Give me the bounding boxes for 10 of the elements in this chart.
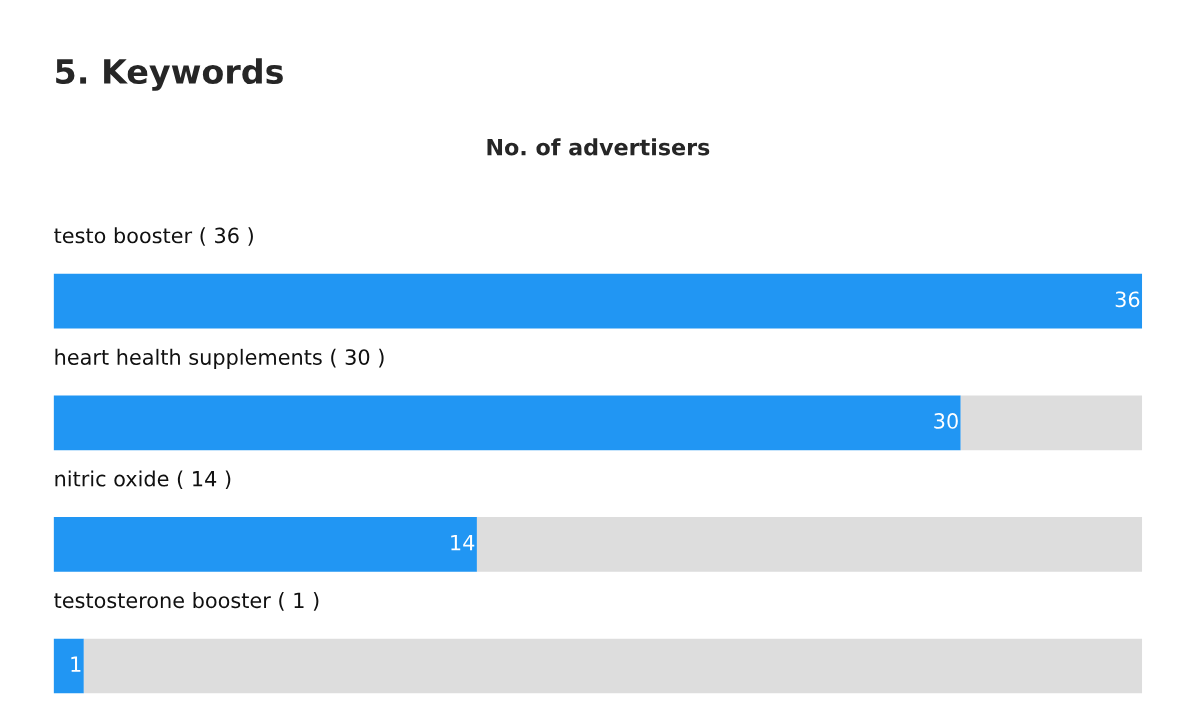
y-tick-label: testosterone booster ( 1 ) bbox=[54, 592, 319, 611]
y-tick-label: nitric oxide ( 14 ) bbox=[55, 470, 231, 490]
y-tick-label: heart health supplements ( 30 ) bbox=[55, 348, 384, 369]
data-label: 1 bbox=[71, 656, 81, 672]
data-label: 36 bbox=[1115, 291, 1140, 308]
y-tick-label: testo booster ( 36 ) bbox=[54, 227, 253, 246]
data-label: 30 bbox=[934, 413, 958, 429]
data-label: 14 bbox=[451, 534, 475, 551]
chart-title: 5. Keywords bbox=[56, 58, 283, 91]
chart-subtitle: No. of advertisers bbox=[487, 138, 710, 156]
